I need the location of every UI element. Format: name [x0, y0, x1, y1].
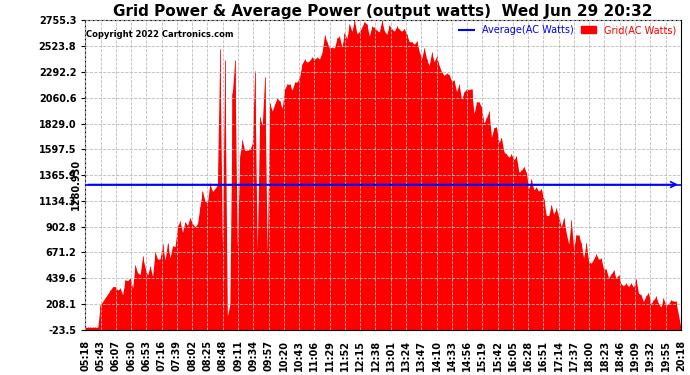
Legend: Average(AC Watts), Grid(AC Watts): Average(AC Watts), Grid(AC Watts)	[460, 25, 676, 35]
Text: Copyright 2022 Cartronics.com: Copyright 2022 Cartronics.com	[86, 30, 233, 39]
Title: Grid Power & Average Power (output watts)  Wed Jun 29 20:32: Grid Power & Average Power (output watts…	[113, 4, 653, 19]
